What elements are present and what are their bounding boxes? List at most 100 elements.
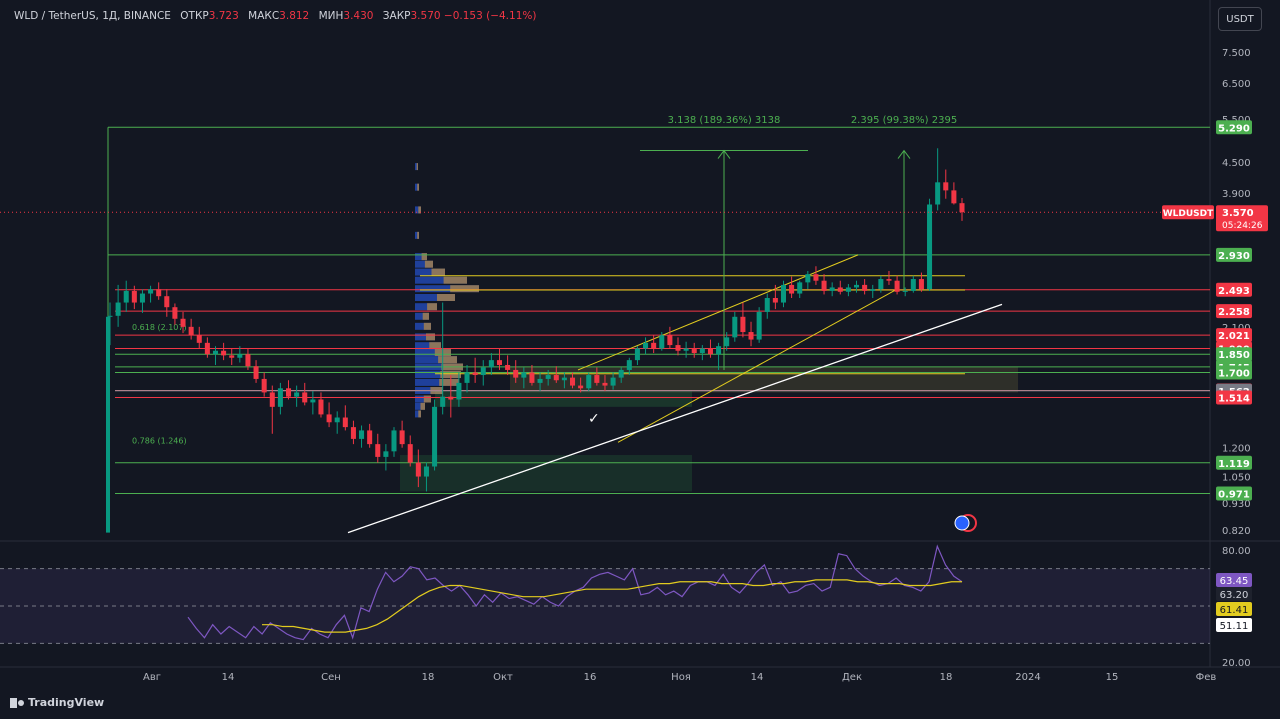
candle-body <box>212 350 219 355</box>
volume-profile-bar <box>423 322 431 330</box>
candle-body <box>383 451 389 457</box>
tradingview-icon <box>10 697 24 708</box>
volume-profile-bar <box>418 206 421 214</box>
volume-profile-bar <box>417 183 419 191</box>
volume-profile-bar <box>415 395 431 403</box>
channel-lower <box>617 288 898 443</box>
volume-profile-bar <box>426 333 435 341</box>
candle-body <box>188 326 194 336</box>
volume-profile-bar <box>415 349 451 357</box>
candle-body <box>878 279 884 290</box>
candle-body <box>310 399 316 403</box>
candle-body <box>326 414 332 423</box>
candle-body <box>740 316 746 333</box>
volume-profile-bar <box>422 312 429 320</box>
price-level-label: 2.493 <box>1218 286 1250 297</box>
volume-profile-bar <box>415 253 427 261</box>
volume-profile-bar <box>450 285 479 293</box>
price-tick: 6.500 <box>1222 79 1251 90</box>
volume-profile-bar <box>439 378 459 386</box>
candle-body <box>537 378 543 383</box>
low-value: 3.430 <box>343 10 374 22</box>
candle-body <box>821 280 827 291</box>
volume-profile-bar <box>415 231 419 239</box>
candle-body <box>951 190 957 204</box>
candle-body <box>488 360 494 368</box>
candle-body <box>196 335 202 343</box>
rsi-value-label: 61.41 <box>1220 605 1249 616</box>
candle-body <box>139 293 145 303</box>
candle-body <box>521 372 527 378</box>
event-icon <box>954 515 970 531</box>
rsi-tick: 20.00 <box>1222 658 1251 669</box>
candle-body <box>359 430 365 439</box>
volume-profile-bar <box>420 402 425 410</box>
channel-upper <box>577 254 859 371</box>
candle-body <box>277 388 283 407</box>
time-tick: 15 <box>1106 672 1119 683</box>
fib-label: 0.786 (1.246) <box>132 437 187 446</box>
candle-body <box>586 375 592 389</box>
candle-body <box>780 284 787 303</box>
candle-body <box>862 284 868 291</box>
rsi-value-badge <box>1216 573 1252 587</box>
candle-body <box>789 284 795 294</box>
rsi-value-label: 63.20 <box>1220 590 1249 601</box>
open-label: ОТКР <box>180 10 209 22</box>
price-tick: 0.930 <box>1222 499 1251 510</box>
candle-body <box>245 354 251 367</box>
candle-body <box>464 372 470 383</box>
candle-body <box>318 399 324 415</box>
candle-body <box>691 348 697 354</box>
rsi-value-badge <box>1216 587 1252 601</box>
candle-body <box>423 466 429 477</box>
price-level-badge <box>1216 120 1252 135</box>
currency-button[interactable]: USDT <box>1218 7 1262 31</box>
candle-body <box>269 392 275 407</box>
volume-profile-bar <box>437 293 455 301</box>
rsi-value-label: 51.11 <box>1220 621 1249 632</box>
volume-profile-bar <box>416 163 418 171</box>
candle-body <box>440 396 446 407</box>
fib-label: 0.618 (2.107) <box>132 323 187 332</box>
volume-profile-bar <box>415 206 421 214</box>
price-level-badge <box>1216 455 1252 470</box>
volume-profile-bar <box>415 285 479 293</box>
candle-body <box>902 290 908 292</box>
price-level-label: 2.258 <box>1218 307 1250 318</box>
volume-profile-bar <box>415 303 437 311</box>
candle-body <box>748 332 754 340</box>
candle-body <box>870 289 876 291</box>
volume-profile-bar <box>415 312 429 320</box>
measure-label: 2.395 (99.38%) 2395 <box>851 115 957 126</box>
candle-body <box>943 182 949 191</box>
candle-body <box>294 392 300 397</box>
time-tick: Фев <box>1196 672 1217 683</box>
price-tick: 3.900 <box>1222 189 1251 200</box>
candle-body <box>756 311 762 340</box>
candle-body <box>237 354 243 358</box>
change-value: −0.153 (−4.11%) <box>443 10 537 22</box>
volume-profile-bar <box>418 410 421 418</box>
time-tick: Ноя <box>671 672 691 683</box>
candle-body <box>707 348 713 355</box>
candle-body <box>204 342 210 355</box>
volume-profile-bar <box>440 371 461 379</box>
candle-body <box>918 279 924 290</box>
candle-body <box>651 342 657 349</box>
price-tick: 0.820 <box>1222 526 1251 537</box>
volume-profile-bar <box>415 260 433 268</box>
volume-profile-bar <box>429 342 441 350</box>
candle-body <box>716 346 722 355</box>
volume-profile-bar <box>423 395 431 403</box>
rsi-ma-line <box>262 579 962 633</box>
time-tick: Дек <box>842 672 862 683</box>
check-icon: ✓ <box>588 411 600 427</box>
tradingview-logo[interactable]: TradingView <box>10 696 104 709</box>
supply-demand-zone <box>400 455 692 492</box>
rsi-value-badge <box>1216 618 1252 632</box>
candle-body <box>399 430 405 445</box>
candle-body <box>432 406 438 467</box>
candle-body <box>513 369 519 378</box>
